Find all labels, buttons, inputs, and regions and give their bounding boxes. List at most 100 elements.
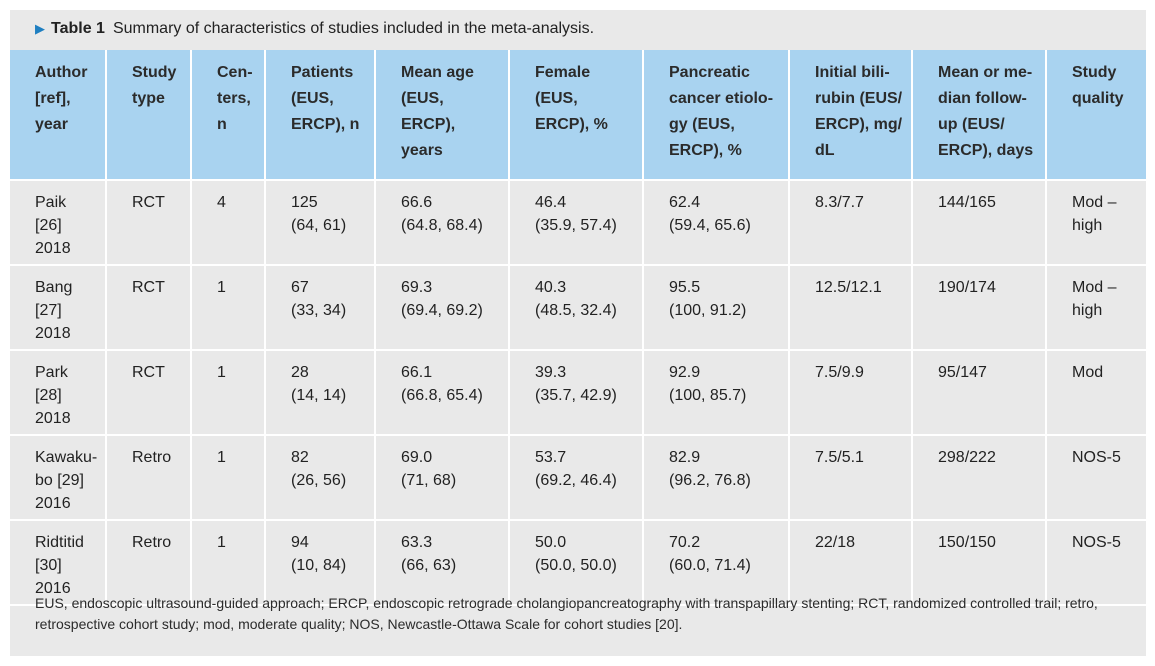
- cell-followup: 95/147: [912, 350, 1047, 435]
- cell-line: (60.0, 71.4): [669, 557, 751, 574]
- header-line: dian follow-: [938, 90, 1027, 107]
- cell-line: 53.7: [535, 449, 567, 466]
- cell-type: RCT: [106, 265, 192, 350]
- cell-line: (50.0, 50.0): [535, 557, 617, 574]
- cell-followup: 298/222: [912, 435, 1047, 520]
- table-footnote: EUS, endoscopic ultrasound-guided approa…: [35, 595, 1098, 632]
- cell-centers: 1: [191, 350, 266, 435]
- cell-line: [27]: [35, 302, 62, 319]
- cell-line: [28]: [35, 387, 62, 404]
- table-row: Ridtitid [30] 2016 Retro 1 94 (10, 84) 63.3 (66,…: [10, 520, 1146, 605]
- cell-author: Bang [27] 2018: [10, 265, 107, 350]
- cell-female: 40.3 (48.5, 32.4): [509, 265, 644, 350]
- cell-line: (10, 84): [291, 557, 347, 574]
- cell-bilirubin: 22/18: [789, 520, 913, 605]
- cell-cancer: 62.4 (59.4, 65.6): [643, 180, 790, 265]
- cell-line: 125: [291, 194, 318, 211]
- cell-line: bo [29]: [35, 472, 84, 489]
- cell-line: 2016: [35, 580, 71, 597]
- cell-line: (100, 85.7): [669, 387, 747, 404]
- cell-bilirubin: 12.5/12.1: [789, 265, 913, 350]
- cell-age: 66.1 (66.8, 65.4): [375, 350, 510, 435]
- cell-line: (64.8, 68.4): [401, 217, 483, 234]
- cell-author: Park [28] 2018: [10, 350, 107, 435]
- caption-marker-icon: ▶: [35, 21, 45, 36]
- table-row: Paik [26] 2018 RCT 4 125 (64, 61) 66.6 (64.8, 68…: [10, 180, 1146, 265]
- cell-type: Retro: [106, 520, 192, 605]
- header-line: [ref],: [35, 90, 71, 107]
- cell-cancer: 92.9 (100, 85.7): [643, 350, 790, 435]
- header-line: Study: [1072, 64, 1117, 81]
- cell-author: Ridtitid [30] 2016: [10, 520, 107, 605]
- cell-age: 63.3 (66, 63): [375, 520, 510, 605]
- cell-female: 39.3 (35.7, 42.9): [509, 350, 644, 435]
- cell-patients: 94 (10, 84): [265, 520, 376, 605]
- header-line: (EUS,: [291, 90, 334, 107]
- cell-female: 46.4 (35.9, 57.4): [509, 180, 644, 265]
- cell-line: (35.9, 57.4): [535, 217, 617, 234]
- header-line: type: [132, 90, 165, 107]
- cell-line: Mod –: [1072, 279, 1117, 296]
- table-row: Park [28] 2018 RCT 1 28 (14, 14) 66.1 (66.8, 65.…: [10, 350, 1146, 435]
- header-line: rubin (EUS/: [815, 90, 903, 107]
- header-line: Study: [132, 64, 177, 81]
- cell-line: (33, 34): [291, 302, 347, 319]
- cell-line: 2018: [35, 325, 71, 342]
- cell-female: 53.7 (69.2, 46.4): [509, 435, 644, 520]
- column-header: Study type: [106, 50, 192, 180]
- cell-bilirubin: 7.5/9.9: [789, 350, 913, 435]
- cell-line: NOS-5: [1072, 449, 1121, 466]
- cell-patients: 125 (64, 61): [265, 180, 376, 265]
- cell-line: 46.4: [535, 194, 567, 211]
- header-line: n: [217, 116, 227, 133]
- cell-quality: Mod – high: [1046, 265, 1146, 350]
- header-line: Patients: [291, 64, 354, 81]
- cell-line: 62.4: [669, 194, 701, 211]
- cell-line: Mod: [1072, 364, 1104, 381]
- cell-centers: 1: [191, 520, 266, 605]
- cell-centers: 4: [191, 180, 266, 265]
- cell-line: 2018: [35, 240, 71, 257]
- header-row: Author [ref], year Study type Cen-ters, n Patie…: [10, 50, 1146, 180]
- cell-line: (71, 68): [401, 472, 457, 489]
- cell-patients: 28 (14, 14): [265, 350, 376, 435]
- column-header: Author [ref], year: [10, 50, 107, 180]
- summary-table: Author [ref], year Study type Cen-ters, n Patie…: [10, 50, 1146, 606]
- cell-female: 50.0 (50.0, 50.0): [509, 520, 644, 605]
- cell-line: 39.3: [535, 364, 567, 381]
- cell-patients: 67 (33, 34): [265, 265, 376, 350]
- cell-line: high: [1072, 217, 1103, 234]
- cell-line: [26]: [35, 217, 62, 234]
- column-header: Female (EUS, ERCP), %: [509, 50, 644, 180]
- cell-line: (59.4, 65.6): [669, 217, 751, 234]
- cell-line: (64, 61): [291, 217, 347, 234]
- cell-line: Bang: [35, 279, 73, 296]
- header-line: ERCP), days: [938, 142, 1034, 159]
- header-line: ERCP), mg/: [815, 116, 903, 133]
- cell-type: Retro: [106, 435, 192, 520]
- cell-cancer: 70.2 (60.0, 71.4): [643, 520, 790, 605]
- cell-line: 2018: [35, 410, 71, 427]
- table-row: Bang [27] 2018 RCT 1 67 (33, 34) 69.3 (69.4, 69.…: [10, 265, 1146, 350]
- table-caption: ▶ Table 1 Summary of characteristics of …: [10, 10, 1146, 48]
- cell-centers: 1: [191, 265, 266, 350]
- cell-line: Ridtitid: [35, 534, 84, 551]
- header-line: Female: [535, 64, 591, 81]
- cell-bilirubin: 7.5/5.1: [789, 435, 913, 520]
- header-line: (EUS, ERCP),: [401, 90, 456, 133]
- cell-bilirubin: 8.3/7.7: [789, 180, 913, 265]
- header-line: Initial bili-: [815, 64, 890, 81]
- cell-line: 66.6: [401, 194, 433, 211]
- cell-followup: 144/165: [912, 180, 1047, 265]
- header-line: (EUS,: [535, 90, 578, 107]
- cell-line: (66.8, 65.4): [401, 387, 483, 404]
- cell-quality: Mod: [1046, 350, 1146, 435]
- column-header: Mean age (EUS, ERCP), years: [375, 50, 510, 180]
- header-line: dL: [815, 142, 835, 159]
- cell-line: (26, 56): [291, 472, 347, 489]
- cell-quality: Mod – high: [1046, 180, 1146, 265]
- cell-line: [30]: [35, 557, 62, 574]
- table-body: Paik [26] 2018 RCT 4 125 (64, 61) 66.6 (64.8, 68…: [10, 180, 1146, 605]
- cell-type: RCT: [106, 180, 192, 265]
- cell-line: 70.2: [669, 534, 701, 551]
